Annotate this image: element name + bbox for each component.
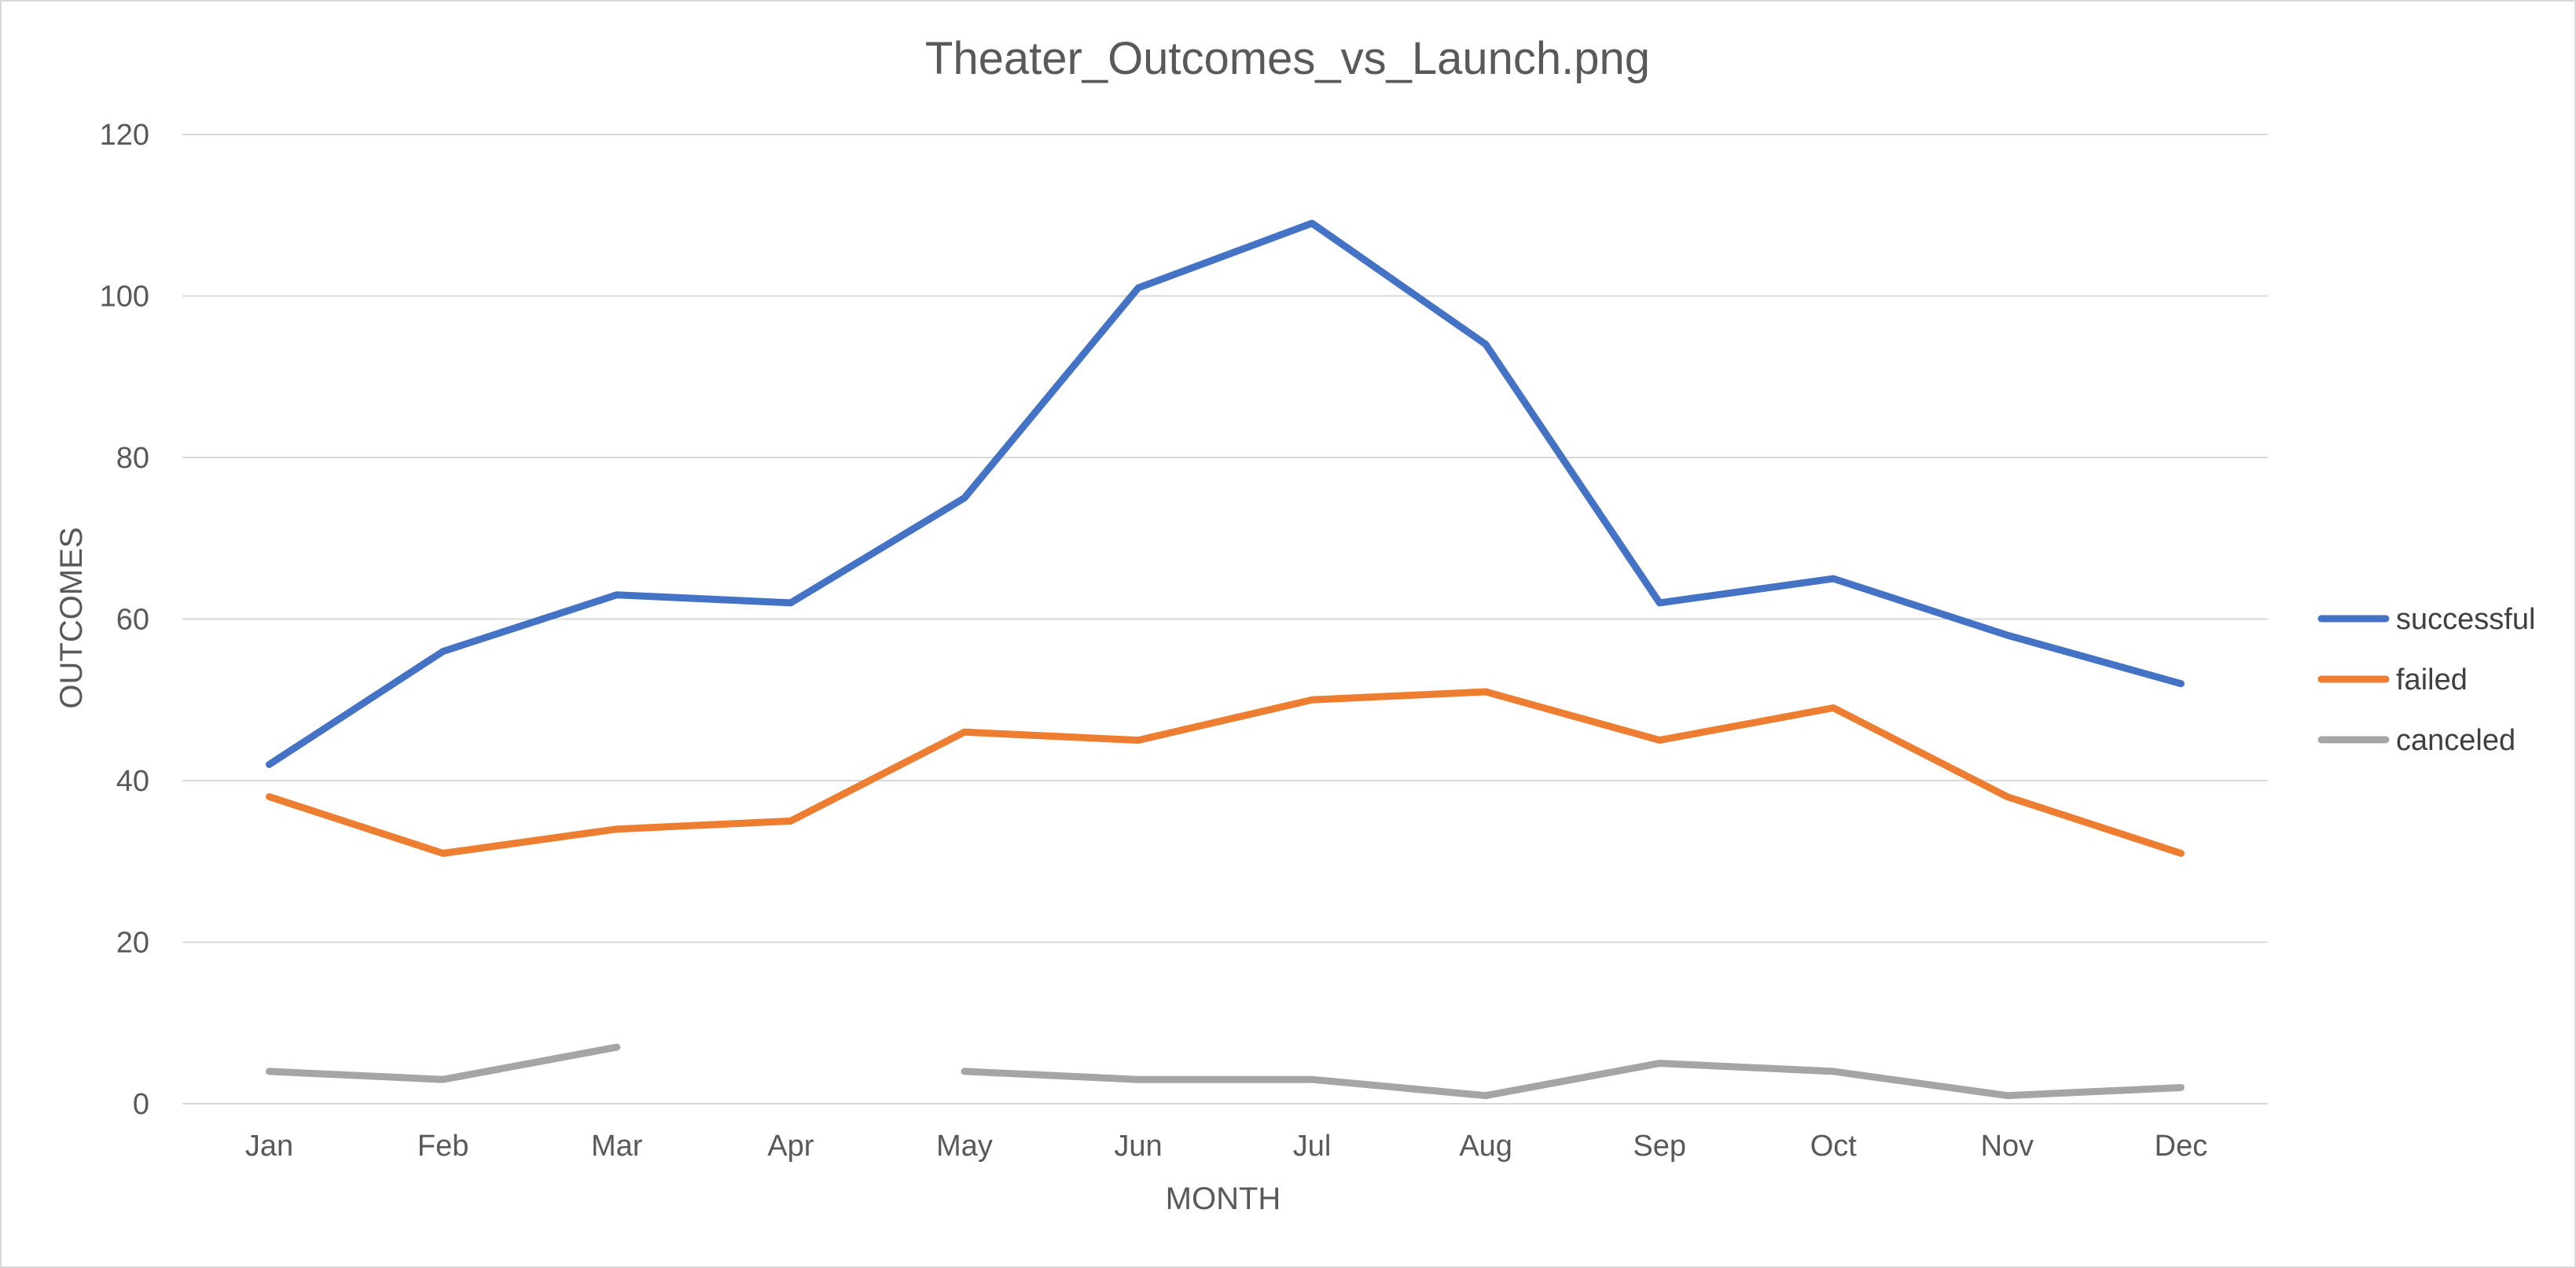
- y-tick-label: 40: [116, 765, 149, 798]
- legend-label: failed: [2396, 663, 2468, 696]
- y-tick-label: 100: [100, 281, 149, 314]
- data-point: [1485, 690, 1487, 693]
- data-point: [442, 1079, 444, 1081]
- data-point: [268, 796, 270, 798]
- data-point: [2180, 1086, 2182, 1089]
- data-point: [268, 1070, 270, 1072]
- x-tick-label: Sep: [1633, 1130, 1686, 1163]
- data-point: [1137, 1079, 1139, 1081]
- data-point: [963, 1070, 965, 1072]
- x-tick-label: Dec: [2155, 1130, 2208, 1163]
- data-point: [2006, 1094, 2008, 1097]
- data-point: [2006, 634, 2008, 637]
- x-tick-label: Nov: [1981, 1130, 2034, 1163]
- y-axis-ticks: 0 20 40 60 80 100 120: [100, 119, 149, 1121]
- x-tick-label: May: [936, 1130, 993, 1163]
- legend-label: successful: [2396, 603, 2535, 636]
- y-tick-label: 60: [116, 604, 149, 637]
- x-tick-label: Apr: [767, 1130, 814, 1163]
- data-point: [2180, 682, 2182, 685]
- data-point: [1832, 1070, 1835, 1072]
- data-point: [1311, 222, 1314, 225]
- data-point: [963, 497, 965, 499]
- data-point: [616, 1046, 618, 1049]
- x-axis-ticks: Jan Feb Mar Apr May Jun Jul Aug Sep Oct Nov Dec: [245, 1130, 2207, 1163]
- series-successful: [266, 219, 2185, 768]
- data-point: [1832, 578, 1835, 580]
- data-point: [1311, 699, 1314, 701]
- y-tick-label: 80: [116, 442, 149, 475]
- data-point: [616, 594, 618, 596]
- data-point: [268, 763, 270, 766]
- data-point: [2006, 796, 2008, 798]
- y-tick-label: 20: [116, 927, 149, 960]
- data-point: [789, 601, 792, 604]
- series-line: [266, 219, 2185, 768]
- gridlines: [182, 134, 2268, 1104]
- data-point: [963, 731, 965, 733]
- data-point: [1659, 739, 1661, 741]
- data-point: [1485, 1094, 1487, 1097]
- data-point: [1659, 601, 1661, 604]
- series-failed: [266, 688, 2185, 857]
- y-tick-label: 120: [100, 119, 149, 152]
- data-point: [1485, 344, 1487, 346]
- data-point: [1832, 707, 1835, 709]
- data-point: [442, 650, 444, 652]
- y-axis-title: OUTCOMES: [54, 527, 89, 708]
- x-tick-label: Aug: [1459, 1130, 1512, 1163]
- data-point: [1137, 739, 1139, 741]
- x-tick-label: Oct: [1810, 1130, 1858, 1163]
- data-point: [2180, 852, 2182, 855]
- data-point: [616, 828, 618, 830]
- x-tick-label: Jan: [245, 1130, 293, 1163]
- series-lines: [266, 219, 2185, 1100]
- data-point: [1137, 287, 1139, 289]
- x-tick-label: Jul: [1293, 1130, 1332, 1163]
- data-point: [1311, 1079, 1314, 1081]
- legend-label: canceled: [2396, 724, 2515, 757]
- x-axis-title: MONTH: [1166, 1182, 1281, 1216]
- series-line: [266, 688, 2185, 857]
- data-point: [1659, 1062, 1661, 1064]
- y-tick-label: 0: [133, 1088, 149, 1121]
- data-point: [789, 820, 792, 822]
- chart-title: Theater_Outcomes_vs_Launch.png: [925, 33, 1650, 84]
- x-tick-label: Mar: [591, 1130, 643, 1163]
- legend: successful failed canceled: [2317, 603, 2535, 757]
- data-point: [442, 852, 444, 855]
- series-line: [266, 1043, 2185, 1100]
- x-tick-label: Jun: [1114, 1130, 1162, 1163]
- x-tick-label: Feb: [417, 1130, 469, 1163]
- series-canceled: [266, 1043, 2185, 1100]
